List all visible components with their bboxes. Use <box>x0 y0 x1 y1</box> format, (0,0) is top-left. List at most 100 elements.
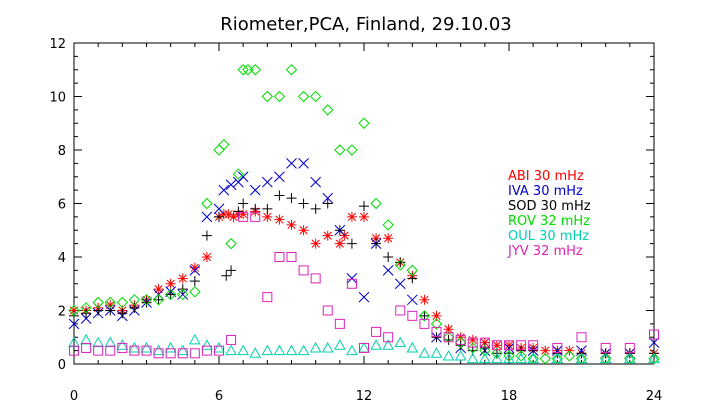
data-point <box>213 341 225 353</box>
data-point <box>358 341 370 353</box>
data-point <box>177 348 188 359</box>
data-point <box>346 344 358 356</box>
series-iva <box>68 158 660 359</box>
data-point <box>238 211 249 222</box>
data-point <box>104 296 116 309</box>
data-point <box>153 348 164 359</box>
data-point <box>359 342 369 353</box>
data-point <box>623 352 636 364</box>
data-point <box>261 344 274 356</box>
data-point <box>249 347 262 358</box>
series-oul <box>68 333 660 364</box>
data-point <box>189 286 201 298</box>
data-point <box>298 265 309 276</box>
series-rov <box>68 64 660 365</box>
data-point <box>395 305 406 316</box>
data-point <box>286 219 297 230</box>
data-point <box>382 339 395 350</box>
data-point <box>232 168 245 180</box>
data-point <box>297 344 310 356</box>
data-point <box>371 326 382 337</box>
data-point <box>383 332 394 343</box>
data-point <box>503 350 515 362</box>
data-point <box>116 296 129 309</box>
x-tick-label: 24 <box>646 389 663 404</box>
data-point <box>454 349 467 361</box>
data-point <box>80 313 92 324</box>
data-point <box>370 197 382 210</box>
data-point <box>189 265 201 276</box>
data-point <box>491 347 503 360</box>
data-point <box>539 352 551 365</box>
data-point <box>221 270 232 281</box>
x-tick-label: 12 <box>356 389 373 404</box>
data-point <box>273 344 286 356</box>
data-point <box>140 341 153 353</box>
data-point <box>218 184 230 196</box>
data-point <box>527 352 539 365</box>
data-point <box>116 339 129 350</box>
data-point <box>552 342 563 353</box>
data-point <box>540 345 551 356</box>
data-point <box>418 347 431 358</box>
data-point <box>358 117 370 129</box>
data-point <box>68 318 80 330</box>
y-tick-label: 2 <box>58 305 66 320</box>
data-point <box>455 340 466 351</box>
data-point <box>213 203 225 215</box>
data-point <box>624 352 636 365</box>
data-point <box>152 344 165 356</box>
data-point <box>528 340 539 351</box>
data-point <box>298 158 309 169</box>
data-point <box>466 352 479 364</box>
data-point <box>551 352 564 365</box>
data-point <box>395 257 406 268</box>
data-point <box>92 296 104 309</box>
series-sod <box>69 190 659 359</box>
data-point <box>359 201 369 212</box>
data-point <box>189 262 200 273</box>
data-point <box>382 219 394 231</box>
data-point <box>527 352 540 364</box>
legend-item: ROV 32 mHz <box>508 214 590 229</box>
data-point <box>152 294 165 306</box>
data-point <box>261 90 274 103</box>
data-point <box>213 144 225 156</box>
data-point <box>600 342 611 353</box>
data-point <box>68 304 80 317</box>
data-point <box>274 214 285 225</box>
data-point <box>334 318 345 329</box>
data-point <box>599 352 612 365</box>
data-point <box>309 90 322 103</box>
data-point <box>503 352 515 364</box>
data-point <box>371 238 382 249</box>
data-point <box>406 264 419 277</box>
data-point <box>442 349 455 361</box>
legend-item: JYV 32 mHz <box>507 244 583 259</box>
data-point <box>225 344 237 356</box>
data-point <box>176 344 189 356</box>
plot-area <box>68 64 660 365</box>
data-point <box>286 193 297 204</box>
data-point <box>504 340 514 351</box>
data-point <box>648 352 660 364</box>
data-point <box>80 302 92 314</box>
data-point <box>431 332 442 343</box>
data-point <box>370 339 382 350</box>
data-point <box>358 291 370 303</box>
data-point <box>467 337 478 348</box>
data-point <box>189 348 200 359</box>
data-point <box>479 342 490 353</box>
data-point <box>201 345 212 356</box>
data-point <box>516 340 527 351</box>
data-point <box>237 171 249 183</box>
data-point <box>69 345 79 356</box>
data-point <box>491 352 503 364</box>
x-tick-label: 0 <box>70 389 78 404</box>
data-point <box>129 345 140 356</box>
data-point <box>310 203 321 214</box>
data-point <box>310 176 322 188</box>
data-point <box>382 265 394 276</box>
series-jyv <box>69 211 659 359</box>
